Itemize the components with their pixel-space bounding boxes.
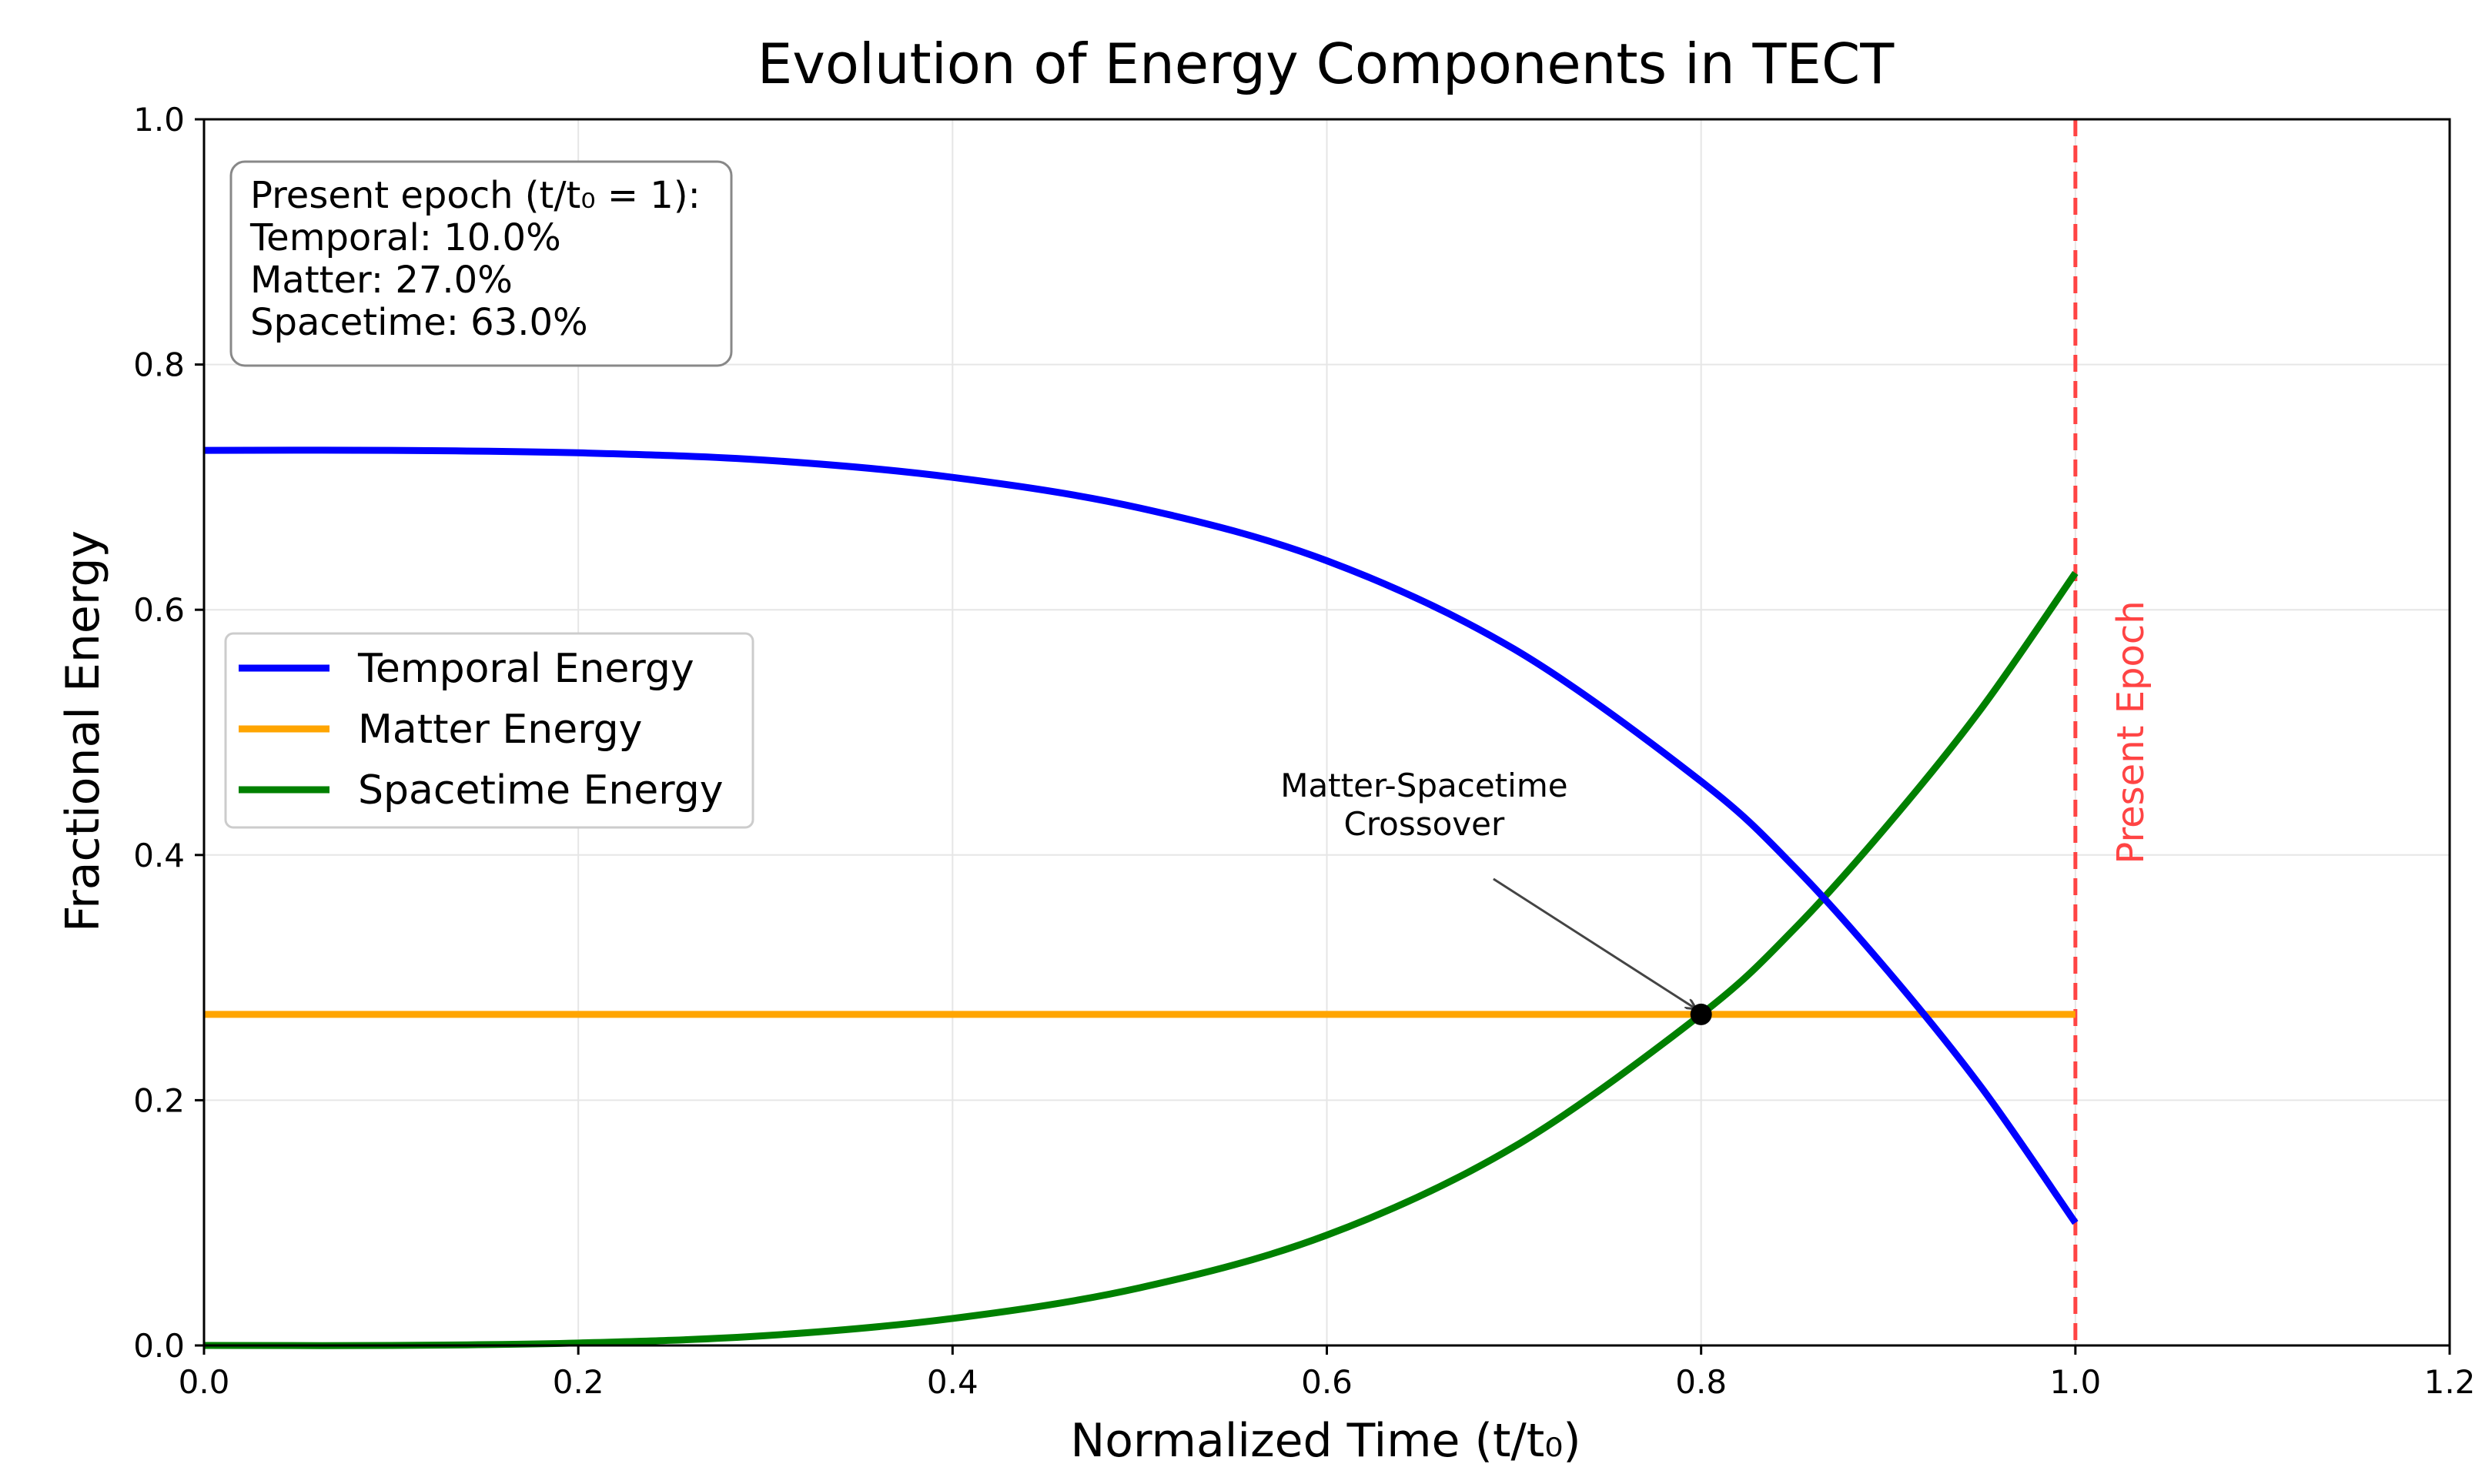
info-box: Present epoch (t/t₀ = 1): Temporal: 10.0… — [229, 160, 733, 367]
y-tick-label: 0.0 — [133, 1327, 185, 1365]
series-line-spacetime-energy — [203, 570, 2079, 1349]
x-tick-label: 0.4 — [927, 1363, 978, 1401]
annotation-label-line: Matter-Spacetime — [1280, 767, 1567, 804]
x-tick-label: 0.2 — [553, 1363, 604, 1401]
info-line-epoch: Present epoch (t/t₀ = 1): — [250, 174, 701, 217]
y-axis-label: Fractional Energy — [56, 530, 110, 932]
x-tick-label: 0.0 — [179, 1363, 230, 1401]
x-tick-label: 1.0 — [2049, 1363, 2101, 1401]
legend: Temporal Energy Matter Energy Spacetime … — [224, 632, 754, 829]
y-tick-label: 0.6 — [133, 591, 185, 629]
y-tick-label: 1.0 — [133, 101, 185, 139]
legend-label-matter: Matter Energy — [358, 707, 642, 753]
x-tick-label: 0.6 — [1301, 1363, 1353, 1401]
series-group — [203, 446, 2079, 1349]
series-line-temporal-energy — [203, 446, 2079, 1225]
info-box-frame — [229, 160, 733, 367]
legend-frame — [224, 632, 754, 829]
chart-title: Evolution of Energy Components in TECT — [758, 32, 1895, 96]
x-axis-label: Normalized Time (t/t₀) — [1070, 1414, 1580, 1468]
annotation-label-line: Crossover — [1344, 805, 1506, 843]
crossover-point — [1690, 1003, 1712, 1025]
x-tick-label: 0.8 — [1675, 1363, 1727, 1401]
annotation-arrow — [1493, 877, 1695, 1008]
info-line-matter: Matter: 27.0% — [250, 259, 513, 302]
present-epoch-line-group: Present Epoch — [2073, 119, 2152, 1345]
info-line-spacetime: Spacetime: 63.0% — [250, 301, 588, 344]
info-line-temporal: Temporal: 10.0% — [249, 216, 561, 259]
y-tick-label: 0.4 — [133, 837, 185, 874]
y-tick-label: 0.8 — [133, 346, 185, 384]
legend-label-temporal: Temporal Energy — [357, 646, 694, 692]
legend-label-spacetime: Spacetime Energy — [358, 767, 724, 814]
present-epoch-label: Present Epoch — [2109, 600, 2152, 864]
x-tick-label: 1.2 — [2424, 1363, 2476, 1401]
ticks: 0.0 0.2 0.4 0.6 0.8 1.0 1.2 0.0 0.2 0.4 0.6 0.8 1.0 — [133, 101, 2475, 1401]
y-tick-label: 0.2 — [133, 1081, 185, 1119]
